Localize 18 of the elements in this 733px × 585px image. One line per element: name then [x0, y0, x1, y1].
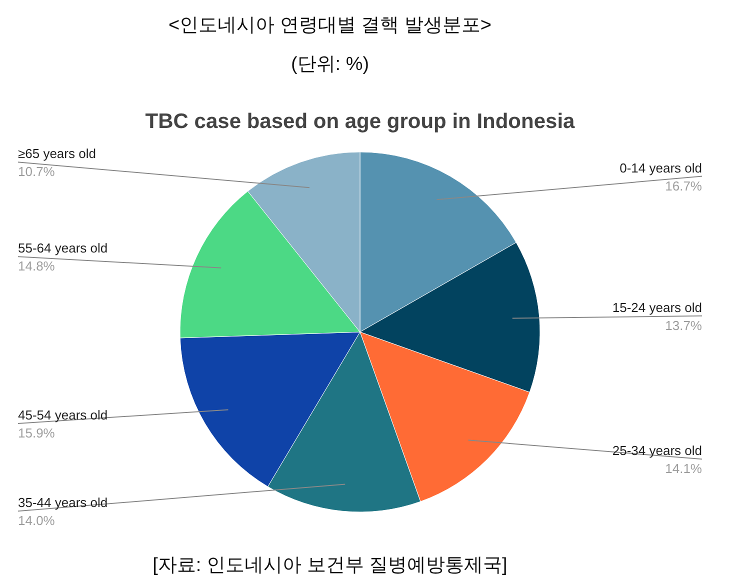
slice-label: 35-44 years old — [18, 495, 108, 510]
data-label: 14.8% — [18, 258, 56, 274]
slice-label: 55-64 years old — [18, 240, 108, 256]
data-label: 14.0% — [18, 513, 56, 528]
text: [자료: 인도네시아 보건부 질병예방통제국] — [152, 555, 508, 576]
slice-label: ≥65 years old — [18, 146, 96, 162]
slice-label: 15-24 years old — [612, 300, 702, 315]
slice-label: 0-14 years old — [620, 160, 702, 176]
slice-label: 45-54 years old — [18, 407, 108, 422]
chart-subtitle: (단위: %) — [290, 54, 370, 75]
chart-title: <인도네시아 연령대별 결핵 발생분포> — [168, 15, 492, 36]
data-label: 15.9% — [18, 425, 56, 440]
data-label: 13.7% — [665, 318, 702, 333]
data-label: 16.7% — [665, 178, 702, 194]
data-label: 10.7% — [18, 164, 56, 180]
slice-label: 25-34 years old — [612, 443, 702, 458]
data-label: 14.1% — [665, 461, 702, 476]
text: TBC case based on age group in Indonesia — [145, 110, 576, 133]
